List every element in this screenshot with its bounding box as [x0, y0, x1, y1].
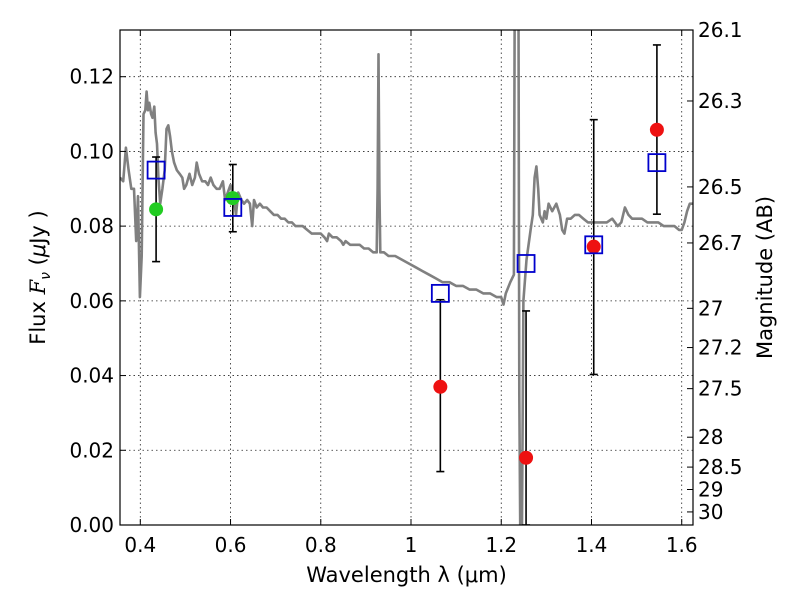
- y-tick-label: 0.04: [69, 364, 114, 388]
- model-band-square: [584, 235, 604, 255]
- upper-limit-point: [649, 122, 664, 137]
- y-tick-label: 0.00: [69, 513, 114, 537]
- mag-tick-label: 26.1: [698, 18, 743, 42]
- mag-tick-label: 28: [698, 425, 723, 449]
- x-axis-label: Wavelength λ (μm): [306, 563, 507, 587]
- y-tick-label: 0.10: [69, 139, 114, 163]
- mag-tick-label: 27.2: [698, 336, 743, 360]
- y-axis-label: Flux Fν (μJy ): [26, 210, 54, 344]
- mag-tick-label: 29: [698, 478, 723, 502]
- y2-axis-label: Magnitude (AB): [753, 196, 777, 359]
- model-band-square: [223, 198, 243, 217]
- y-axis-label-mu: μ: [26, 244, 50, 258]
- model-band-square: [516, 254, 536, 273]
- plot-area: [120, 30, 693, 525]
- axis-ticks: 0.4 0.6 0.8 1 1.2 1.4 1.6 0.00 0.02 0.04 0.06 0.08 0…: [69, 18, 742, 557]
- mag-tick-label: 26.5: [698, 175, 743, 199]
- y-axis-label-unit: Jy ): [26, 210, 50, 246]
- model-band-square: [146, 160, 166, 180]
- mag-tick-label: 30: [698, 500, 723, 524]
- mag-tick-label: 26.3: [698, 89, 743, 113]
- grid-lines: [120, 30, 693, 525]
- x-tick-label: 1.4: [576, 533, 608, 557]
- y-tick-label: 0.12: [69, 65, 114, 89]
- mag-tick-label: 27.5: [698, 377, 743, 401]
- upper-limit-point: [433, 379, 448, 394]
- y-tick-label: 0.02: [69, 438, 114, 462]
- y-axis-label-flux: Flux: [26, 294, 50, 344]
- y-axis-label-subscript: ν: [38, 272, 54, 280]
- upper-limit-point: [586, 239, 601, 254]
- detection-point: [149, 202, 164, 217]
- mag-tick-label: 27: [698, 296, 723, 320]
- model-band-square: [430, 283, 450, 303]
- upper-limit-point: [519, 450, 534, 465]
- mag-tick-label: 28.5: [698, 455, 743, 479]
- y-axis-label-symbol: F: [26, 278, 50, 295]
- y-axis-label-paren: (: [26, 257, 50, 272]
- model-band-square: [647, 153, 667, 173]
- mag-tick-label: 26.7: [698, 231, 743, 255]
- y-tick-label: 0.06: [69, 289, 114, 313]
- x-tick-label: 1.2: [485, 533, 517, 557]
- x-tick-label: 0.6: [215, 533, 247, 557]
- x-tick-label: 1.6: [666, 533, 698, 557]
- x-tick-label: 0.8: [305, 533, 337, 557]
- y-tick-label: 0.08: [69, 214, 114, 238]
- x-tick-label: 0.4: [124, 533, 156, 557]
- model-sed-line: [120, 30, 693, 525]
- x-tick-label: 1: [405, 533, 418, 557]
- plot-frame: [119, 29, 694, 526]
